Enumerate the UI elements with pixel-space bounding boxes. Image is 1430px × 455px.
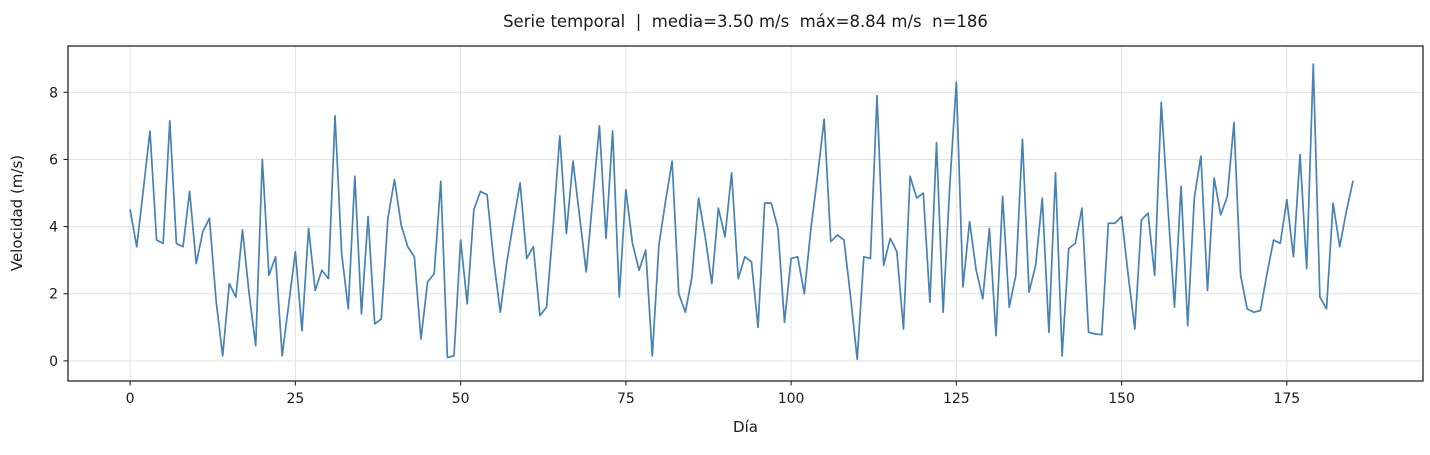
x-tick-label: 125 xyxy=(943,391,970,407)
y-tick-label: 8 xyxy=(49,85,58,101)
x-tick-label: 175 xyxy=(1273,391,1300,407)
y-axis-tick-labels: 0 2 4 6 8 xyxy=(49,85,58,370)
y-tick-label: 2 xyxy=(49,287,58,303)
x-tick-label: 50 xyxy=(452,391,470,407)
x-axis-label: Día xyxy=(733,418,758,436)
series-line xyxy=(129,63,1354,361)
y-tick-label: 4 xyxy=(49,220,58,236)
x-tick-label: 100 xyxy=(778,391,805,407)
x-tick-label: 0 xyxy=(126,391,135,407)
x-tick-label: 150 xyxy=(1108,391,1135,407)
y-tick-label: 6 xyxy=(49,152,58,168)
y-tick-label: 0 xyxy=(49,354,58,370)
y-axis-label: Velocidad (m/s) xyxy=(8,155,26,271)
axis-tick-marks xyxy=(63,91,1288,386)
x-tick-label: 75 xyxy=(617,391,635,407)
x-tick-label: 25 xyxy=(286,391,304,407)
chart-title: Serie temporal | media=3.50 m/s máx=8.84… xyxy=(503,12,988,31)
x-axis-tick-labels: 0 25 50 75 100 125 150 175 xyxy=(126,391,1301,407)
plot-area-border xyxy=(67,45,1424,382)
